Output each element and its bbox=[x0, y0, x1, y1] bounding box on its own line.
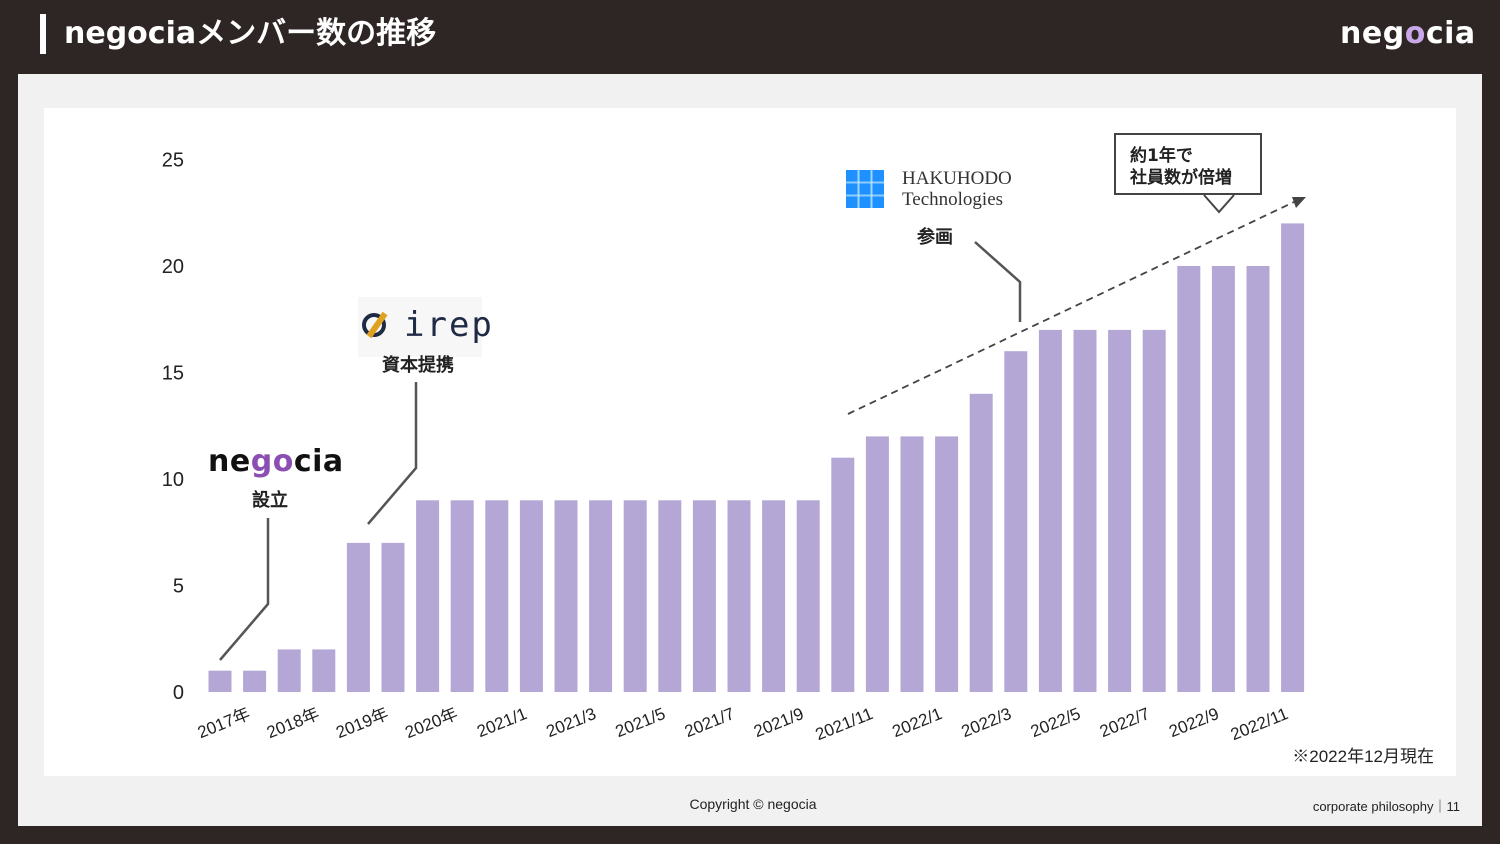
bar bbox=[589, 500, 613, 692]
bar bbox=[416, 500, 440, 692]
bar bbox=[727, 500, 751, 692]
negocia-logo: negocia bbox=[1340, 16, 1476, 52]
irep-logo-text: irep bbox=[404, 305, 494, 345]
x-tick-label: 2021/3 bbox=[543, 704, 598, 741]
page-title: negociaメンバー数の推移 bbox=[64, 16, 437, 51]
founding-leader-line bbox=[219, 518, 270, 661]
y-tick-label: 25 bbox=[162, 150, 184, 172]
bar bbox=[831, 457, 855, 692]
logo-text-main: neg bbox=[1340, 16, 1405, 51]
hakuhodo-logo-text: HAKUHODO Technologies bbox=[902, 168, 1012, 210]
bar bbox=[935, 436, 959, 692]
y-tick-label: 0 bbox=[173, 682, 184, 704]
hakuhodo-leader-line bbox=[974, 241, 1022, 322]
bar bbox=[450, 500, 474, 692]
x-tick-label: 2021/5 bbox=[613, 704, 668, 741]
x-tick-label: 2017年 bbox=[195, 704, 253, 742]
bar bbox=[519, 500, 543, 692]
bar bbox=[762, 500, 786, 692]
bar bbox=[1177, 266, 1201, 692]
bar bbox=[1142, 329, 1166, 692]
irep-leader-line bbox=[367, 382, 418, 525]
bar bbox=[312, 649, 336, 692]
growth-callout: 約1年で 社員数が倍増 bbox=[1114, 133, 1262, 195]
bar bbox=[865, 436, 889, 692]
x-tick-label: 2021/1 bbox=[474, 704, 529, 741]
x-tick-label: 2019年 bbox=[333, 704, 391, 742]
irep-logo: irep bbox=[358, 297, 492, 357]
title-accent-bar bbox=[40, 14, 46, 54]
bar bbox=[1038, 329, 1062, 692]
trend-arrow-line bbox=[847, 201, 1295, 415]
founding-logo-main: ne bbox=[208, 444, 251, 479]
x-tick-label: 2021/11 bbox=[813, 704, 876, 744]
bar bbox=[485, 500, 509, 692]
founding-logo-accent: go bbox=[250, 444, 294, 479]
footer-section-page: corporate philosophy｜11 bbox=[1312, 799, 1460, 814]
footer-copyright: Copyright © negocia bbox=[689, 796, 817, 812]
bar bbox=[381, 542, 405, 692]
bar bbox=[796, 500, 820, 692]
callout-line2: 社員数が倍増 bbox=[1130, 168, 1232, 188]
logo-text-accent: o bbox=[1404, 16, 1426, 51]
logo-text-tail: cia bbox=[1425, 16, 1476, 51]
bar bbox=[1211, 266, 1235, 692]
header: negociaメンバー数の推移 negocia bbox=[0, 0, 1500, 72]
bar bbox=[346, 542, 370, 692]
negocia-founding-logo: negocia bbox=[208, 444, 343, 479]
x-axis: 2017年 2018年 2019年 2020年 2021/1 2021/3 2021/5 20… bbox=[195, 704, 1291, 744]
participation-label: 参画 bbox=[917, 227, 953, 248]
bar bbox=[1246, 266, 1270, 692]
bar bbox=[692, 500, 716, 692]
callout-pointer bbox=[1203, 194, 1235, 214]
founding-logo-tail: cia bbox=[293, 444, 344, 479]
bar bbox=[1281, 223, 1305, 692]
y-axis: 0 5 10 15 20 25 bbox=[162, 150, 184, 705]
founding-label: 設立 bbox=[252, 490, 288, 511]
irep-mark-icon bbox=[362, 313, 386, 337]
capital-alliance-label: 資本提携 bbox=[382, 355, 454, 376]
x-tick-label: 2020年 bbox=[402, 704, 460, 742]
y-tick-label: 15 bbox=[162, 363, 184, 385]
x-tick-label: 2021/7 bbox=[682, 704, 737, 741]
x-tick-label: 2021/9 bbox=[751, 704, 806, 741]
y-tick-label: 20 bbox=[162, 256, 184, 278]
bar bbox=[243, 670, 267, 692]
hakuhodo-line1: HAKUHODO bbox=[902, 168, 1012, 189]
bar bbox=[1108, 329, 1132, 692]
x-tick-label: 2022/1 bbox=[889, 704, 944, 741]
bar bbox=[900, 436, 924, 692]
as-of-note: ※2022年12月現在 bbox=[1292, 747, 1434, 766]
y-tick-label: 10 bbox=[162, 469, 184, 491]
hakuhodo-technologies-logo: HAKUHODO Technologies bbox=[846, 168, 1016, 212]
x-tick-label: 2022/3 bbox=[959, 704, 1014, 741]
bar bbox=[1073, 329, 1097, 692]
hakuhodo-line2: Technologies bbox=[902, 189, 1004, 210]
bar bbox=[1004, 351, 1028, 692]
bar bbox=[969, 393, 993, 692]
x-tick-label: 2022/5 bbox=[1028, 704, 1083, 741]
x-tick-label: 2018年 bbox=[264, 704, 322, 742]
bar bbox=[623, 500, 647, 692]
x-tick-label: 2022/9 bbox=[1166, 704, 1221, 741]
x-tick-label: 2022/7 bbox=[1097, 704, 1152, 741]
bar-series bbox=[208, 223, 1305, 692]
bar bbox=[277, 649, 301, 692]
hakuhodo-mark-icon bbox=[846, 170, 884, 208]
trend-arrow-head bbox=[1292, 197, 1306, 208]
y-tick-label: 5 bbox=[173, 576, 184, 598]
x-tick-label: 2022/11 bbox=[1228, 704, 1291, 744]
bar bbox=[658, 500, 682, 692]
annotation-lines bbox=[219, 194, 1306, 661]
bar bbox=[208, 670, 232, 692]
bar bbox=[554, 500, 578, 692]
callout-text: 約1年で 社員数が倍増 bbox=[1130, 145, 1232, 189]
callout-line1: 約1年で bbox=[1130, 146, 1193, 166]
